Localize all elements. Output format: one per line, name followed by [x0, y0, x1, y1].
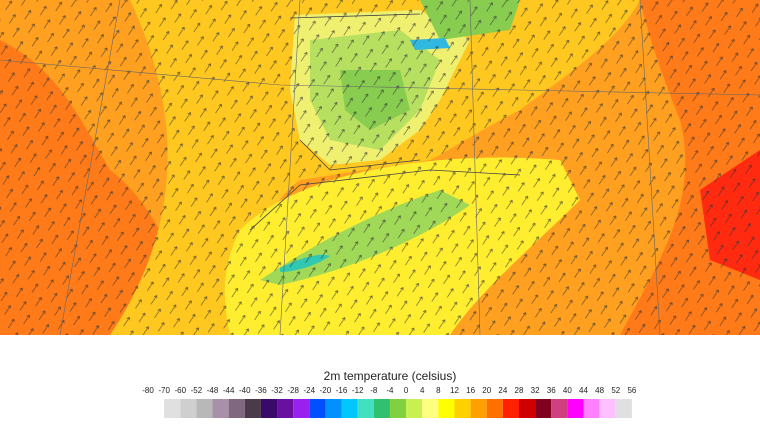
legend-tick-label: 32: [531, 386, 540, 395]
legend-tick-label: 52: [611, 386, 620, 395]
legend-swatch: [293, 399, 310, 418]
legend-tick-label: -70: [158, 386, 170, 395]
legend-swatch: [454, 399, 471, 418]
legend-swatch: [196, 399, 213, 418]
legend-tick-label: 44: [579, 386, 588, 395]
legend-swatch: [309, 399, 326, 418]
legend-tick-label: -60: [174, 386, 186, 395]
legend-tick-label: 8: [436, 386, 441, 395]
legend-tick-label: -48: [207, 386, 219, 395]
legend-tick-label: 0: [404, 386, 409, 395]
legend-tick-label: 4: [420, 386, 425, 395]
legend-tick-label: 12: [450, 386, 459, 395]
legend-tick-label: -28: [287, 386, 299, 395]
legend-swatch: [502, 399, 519, 418]
legend-swatch: [518, 399, 536, 418]
legend-swatch: [373, 399, 390, 418]
legend-swatch: [551, 399, 568, 418]
legend-tick-label: -80: [142, 386, 154, 395]
legend-swatch: [389, 399, 407, 418]
legend-swatch: [583, 399, 600, 418]
legend-swatch: [422, 399, 439, 418]
legend-swatch: [164, 399, 181, 418]
legend-tick-label: -52: [191, 386, 203, 395]
legend-tick-label: 40: [563, 386, 572, 395]
legend-tick-label: 16: [466, 386, 475, 395]
legend-swatch: [406, 399, 423, 418]
legend-swatch: [180, 399, 197, 418]
legend-tick-label: 28: [515, 386, 524, 395]
legend-tick-label: -12: [352, 386, 364, 395]
legend-swatch: [599, 399, 616, 418]
legend-tick-label: 24: [498, 386, 507, 395]
legend-tick-label: -24: [304, 386, 316, 395]
legend-tick-label: 56: [627, 386, 636, 395]
legend-swatch: [470, 399, 487, 418]
legend-tick-label: 20: [482, 386, 491, 395]
legend-swatch: [357, 399, 374, 418]
legend-swatch: [535, 399, 552, 418]
legend: -80 -70 -60 -52 -48 -44 -40 -36 -32 -28 -24 -20 -16-…: [142, 386, 637, 418]
legend-tick-label: -20: [320, 386, 332, 395]
legend-tick-label: -32: [271, 386, 283, 395]
legend-tick-label: 36: [547, 386, 556, 395]
legend-tick-label: -4: [386, 386, 394, 395]
map: [0, 0, 760, 336]
legend-swatch: [260, 399, 278, 418]
legend-swatch: [486, 399, 503, 418]
legend-tick-label: -8: [370, 386, 378, 395]
legend-swatch: [615, 399, 632, 418]
legend-swatch: [438, 399, 455, 418]
legend-title: 2m temperature (celsius): [324, 369, 457, 383]
legend-swatch: [341, 399, 358, 418]
legend-tick-label: -44: [223, 386, 235, 395]
legend-tick-label: -36: [255, 386, 267, 395]
legend-tick-label: 48: [595, 386, 604, 395]
legend-swatch: [567, 399, 584, 418]
legend-swatch: [325, 399, 342, 418]
legend-swatch: [244, 399, 261, 418]
legend-tick-label: -40: [239, 386, 251, 395]
legend-swatch: [277, 399, 294, 418]
legend-swatch: [228, 399, 245, 418]
legend-tick-label: -16: [336, 386, 348, 395]
legend-swatch: [212, 399, 229, 418]
